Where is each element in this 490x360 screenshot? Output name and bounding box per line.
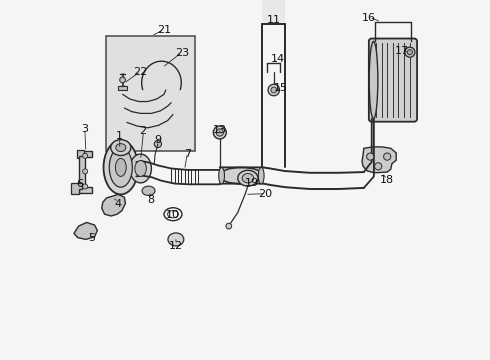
Text: 4: 4 bbox=[115, 199, 122, 210]
FancyBboxPatch shape bbox=[369, 39, 417, 122]
Ellipse shape bbox=[258, 167, 264, 184]
Polygon shape bbox=[76, 150, 84, 158]
Text: 20: 20 bbox=[258, 189, 272, 199]
Text: 23: 23 bbox=[175, 48, 189, 58]
Ellipse shape bbox=[219, 167, 224, 184]
Text: 8: 8 bbox=[147, 195, 154, 205]
Ellipse shape bbox=[142, 186, 155, 195]
Circle shape bbox=[407, 50, 413, 55]
Circle shape bbox=[154, 140, 162, 148]
Circle shape bbox=[213, 126, 226, 139]
Ellipse shape bbox=[238, 170, 258, 186]
Bar bbox=[106, 36, 195, 151]
Text: 6: 6 bbox=[76, 179, 84, 189]
Text: 14: 14 bbox=[270, 54, 285, 64]
Text: 16: 16 bbox=[362, 13, 376, 23]
Text: 12: 12 bbox=[169, 240, 183, 251]
Ellipse shape bbox=[103, 140, 138, 194]
Text: 9: 9 bbox=[154, 135, 161, 145]
Circle shape bbox=[405, 47, 415, 57]
Circle shape bbox=[268, 84, 280, 96]
Circle shape bbox=[384, 153, 391, 160]
Circle shape bbox=[83, 169, 88, 174]
Text: 11: 11 bbox=[267, 15, 281, 25]
Ellipse shape bbox=[111, 140, 131, 156]
Polygon shape bbox=[79, 151, 92, 193]
Polygon shape bbox=[72, 183, 82, 194]
Text: 3: 3 bbox=[81, 124, 88, 134]
Ellipse shape bbox=[130, 154, 151, 183]
Text: 22: 22 bbox=[133, 67, 147, 77]
Polygon shape bbox=[74, 222, 98, 239]
Text: 18: 18 bbox=[380, 175, 394, 185]
Circle shape bbox=[374, 163, 382, 170]
Polygon shape bbox=[102, 194, 125, 216]
Ellipse shape bbox=[135, 161, 147, 176]
Text: 2: 2 bbox=[139, 126, 146, 136]
Circle shape bbox=[83, 153, 88, 158]
Ellipse shape bbox=[242, 174, 254, 183]
Polygon shape bbox=[362, 147, 396, 173]
Ellipse shape bbox=[109, 148, 132, 187]
Circle shape bbox=[271, 87, 277, 93]
Ellipse shape bbox=[168, 233, 184, 246]
Circle shape bbox=[367, 153, 374, 160]
Ellipse shape bbox=[116, 158, 126, 176]
Bar bbox=[262, 0, 285, 24]
Circle shape bbox=[120, 77, 125, 83]
Ellipse shape bbox=[220, 167, 263, 184]
Text: 15: 15 bbox=[274, 83, 288, 93]
Circle shape bbox=[226, 223, 232, 229]
Text: 10: 10 bbox=[166, 210, 180, 220]
Text: 7: 7 bbox=[184, 149, 191, 159]
Text: 13: 13 bbox=[213, 125, 227, 135]
Text: 19: 19 bbox=[245, 178, 259, 188]
Ellipse shape bbox=[116, 144, 126, 152]
Circle shape bbox=[83, 184, 88, 189]
Text: 1: 1 bbox=[116, 131, 123, 141]
Ellipse shape bbox=[369, 41, 378, 119]
Bar bbox=[118, 86, 127, 90]
Text: 21: 21 bbox=[157, 24, 171, 35]
Circle shape bbox=[216, 129, 223, 136]
Text: 17: 17 bbox=[394, 46, 409, 56]
Text: 5: 5 bbox=[89, 233, 96, 243]
